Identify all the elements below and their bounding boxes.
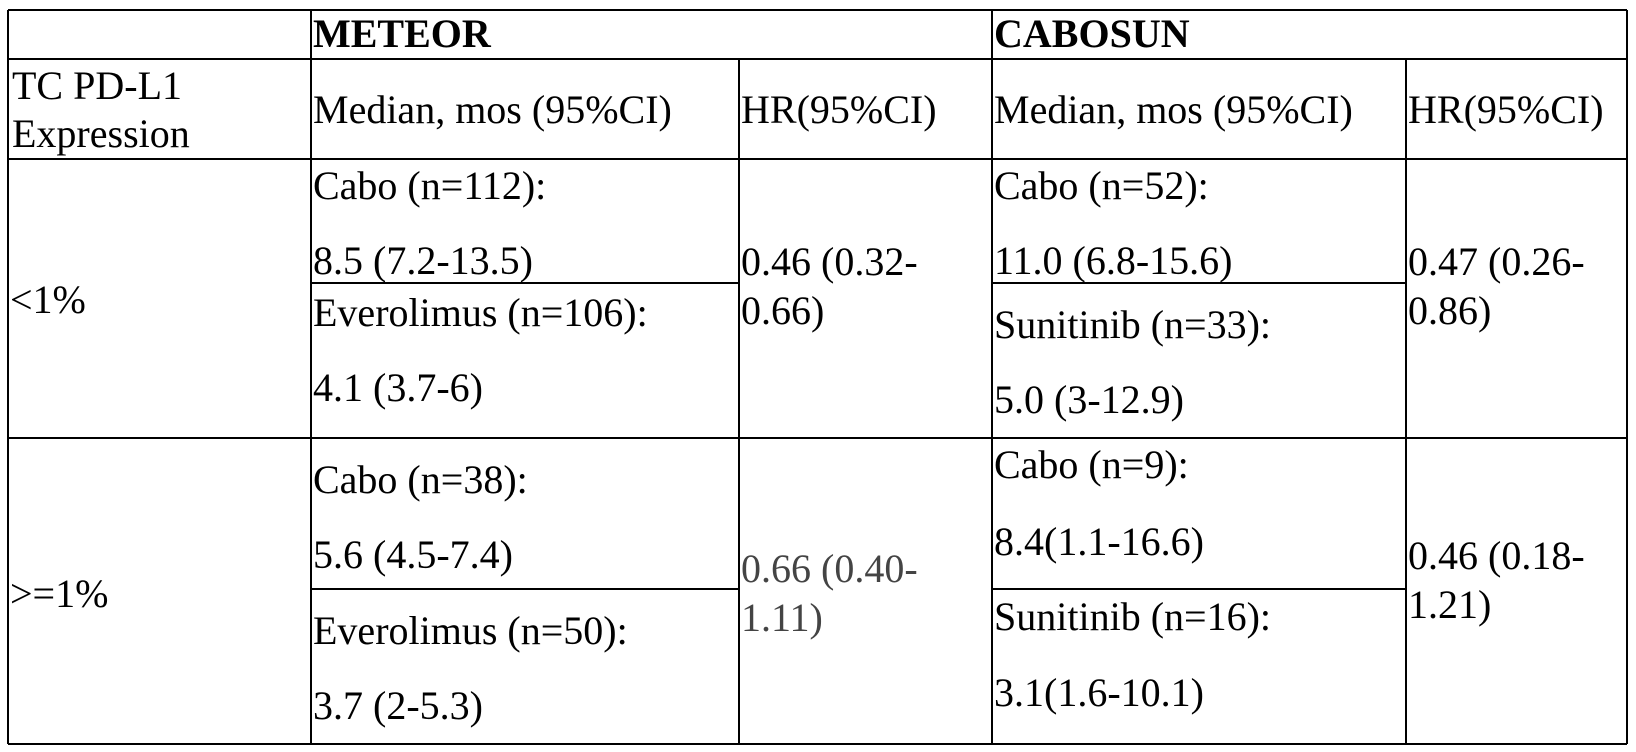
arm-name: Everolimus (n=106): (313, 290, 648, 335)
group-header: METEOR (313, 11, 491, 56)
row-label: <1% (10, 277, 86, 322)
arm-name: Cabo (n=38): (313, 457, 528, 502)
column-header: HR(95%CI) (741, 87, 937, 132)
arm-median: 11.0 (6.8-15.6) (994, 238, 1233, 283)
group-header: CABOSUN (994, 11, 1190, 56)
column-header: TC PD-L1 Expression (12, 63, 190, 156)
column-header: HR(95%CI) (1408, 87, 1604, 132)
arm-median: 5.0 (3-12.9) (994, 377, 1184, 422)
hazard-ratio: 0.66 (0.40-1.11) (741, 546, 918, 640)
arm-median: 8.5 (7.2-13.5) (313, 238, 533, 283)
row-label: >=1% (10, 571, 109, 616)
hazard-ratio: 0.46 (0.18-1.21) (1408, 533, 1585, 627)
arm-median: 3.1(1.6-10.1) (994, 670, 1204, 715)
arm-name: Sunitinib (n=16): (994, 594, 1272, 639)
arm-median: 4.1 (3.7-6) (313, 365, 483, 410)
hazard-ratio: 0.47 (0.26-0.86) (1408, 239, 1585, 333)
arm-name: Cabo (n=9): (994, 442, 1189, 487)
arm-median: 5.6 (4.5-7.4) (313, 532, 513, 577)
arm-name: Cabo (n=52): (994, 163, 1209, 208)
arm-name: Everolimus (n=50): (313, 608, 628, 653)
column-header: Median, mos (95%CI) (994, 87, 1353, 132)
hazard-ratio: 0.46 (0.32-0.66) (741, 239, 918, 333)
arm-name: Sunitinib (n=33): (994, 302, 1272, 347)
arm-median: 3.7 (2-5.3) (313, 683, 483, 728)
arm-median: 8.4(1.1-16.6) (994, 519, 1204, 564)
column-header: Median, mos (95%CI) (313, 87, 672, 132)
arm-name: Cabo (n=112): (313, 163, 547, 208)
